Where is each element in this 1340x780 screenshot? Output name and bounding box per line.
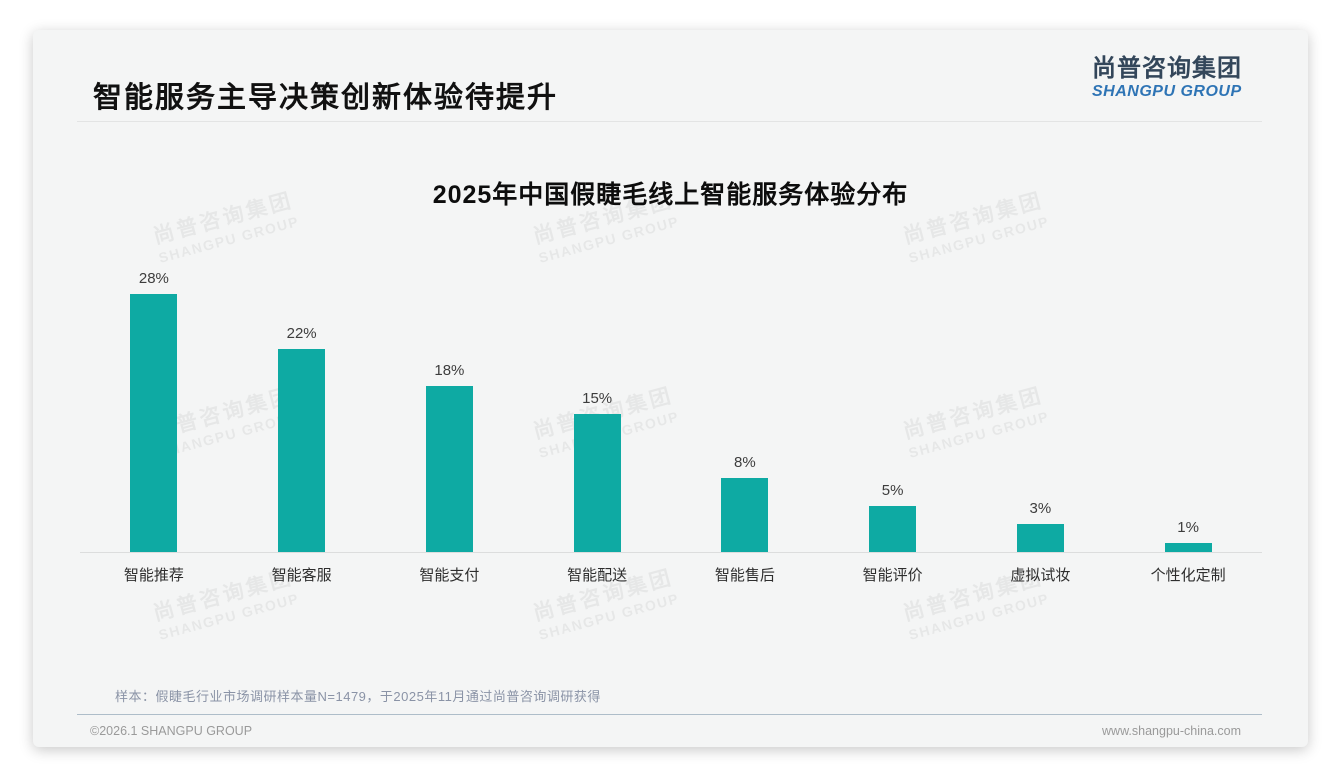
bar xyxy=(1164,543,1212,552)
bar xyxy=(130,294,178,552)
category-label: 智能售后 xyxy=(714,567,775,584)
category-label: 智能支付 xyxy=(419,567,480,584)
category-row: 智能推荐 智能客服 智能支付 智能配送 智能售后 智能评价 虚拟试妆 个性化定制 xyxy=(80,564,1262,585)
bar-value-label: 28% xyxy=(138,270,169,287)
bar-slot: 8% xyxy=(671,252,819,552)
bar xyxy=(1016,524,1064,552)
bar-value-label: 5% xyxy=(881,482,904,499)
category-label: 智能评价 xyxy=(862,567,923,584)
bar xyxy=(425,386,473,552)
bar xyxy=(721,478,769,552)
bar xyxy=(573,414,621,552)
bar-slot: 22% xyxy=(228,252,376,552)
bar-value-label: 3% xyxy=(1029,500,1052,517)
bar-value-label: 15% xyxy=(582,390,613,407)
logo-chinese-text: 尚普咨询集团 xyxy=(1092,55,1242,82)
bar-slot: 28% xyxy=(80,252,228,552)
bar-slot: 5% xyxy=(819,252,967,552)
bar-slot: 18% xyxy=(376,252,524,552)
bar-value-label: 18% xyxy=(434,362,465,379)
category-label: 智能推荐 xyxy=(123,567,184,584)
category-label: 智能客服 xyxy=(271,567,332,584)
footer-divider xyxy=(77,714,1262,715)
sample-footnote: 样本：假睫毛行业市场调研样本量N=1479，于2025年11月通过尚普咨询调研获… xyxy=(115,689,601,704)
chart-title: 2025年中国假睫毛线上智能服务体验分布 xyxy=(432,181,909,209)
category-label: 个性化定制 xyxy=(1150,567,1226,584)
bar xyxy=(278,349,326,552)
watermark-english-text: SHANGPU GROUP xyxy=(536,590,681,643)
bar-slot: 3% xyxy=(967,252,1115,552)
bar-value-label: 1% xyxy=(1177,519,1199,536)
category-label: 智能配送 xyxy=(567,567,628,584)
category-label: 虚拟试妆 xyxy=(1010,567,1071,584)
slide-card: 智能服务主导决策创新体验待提升 尚普咨询集团 SHANGPU GROUP 尚普咨… xyxy=(33,30,1308,747)
bar-slot: 1% xyxy=(1114,252,1262,552)
bar-value-label: 22% xyxy=(286,325,317,342)
logo-english-text: SHANGPU GROUP xyxy=(1092,82,1242,100)
bar xyxy=(869,506,917,552)
x-axis-line xyxy=(80,552,1262,553)
footer-row: ©2026.1 SHANGPU GROUP www.shangpu-china.… xyxy=(90,724,1241,738)
footer-website: www.shangpu-china.com xyxy=(1102,724,1241,738)
header-divider xyxy=(77,121,1262,122)
footer-copyright: ©2026.1 SHANGPU GROUP xyxy=(90,724,253,738)
bar-slot: 15% xyxy=(523,252,671,552)
plot-area: 28% 22% 18% 15% 8% 5% 3% 1% xyxy=(80,252,1262,552)
company-logo: 尚普咨询集团 SHANGPU GROUP xyxy=(1092,55,1242,101)
page-title: 智能服务主导决策创新体验待提升 xyxy=(93,82,559,114)
bar-value-label: 8% xyxy=(734,454,756,471)
watermark-english-text: SHANGPU GROUP xyxy=(906,590,1051,643)
watermark-english-text: SHANGPU GROUP xyxy=(156,590,301,643)
